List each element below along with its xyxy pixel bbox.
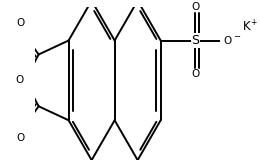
Text: K: K	[243, 20, 251, 33]
Text: O: O	[191, 69, 199, 79]
Text: O: O	[16, 133, 24, 143]
Text: S: S	[191, 34, 199, 47]
Text: O: O	[224, 36, 232, 46]
Text: O: O	[16, 18, 24, 28]
Text: O: O	[191, 2, 199, 12]
Text: +: +	[251, 18, 257, 27]
Text: O: O	[15, 75, 24, 85]
Text: −: −	[233, 33, 240, 42]
